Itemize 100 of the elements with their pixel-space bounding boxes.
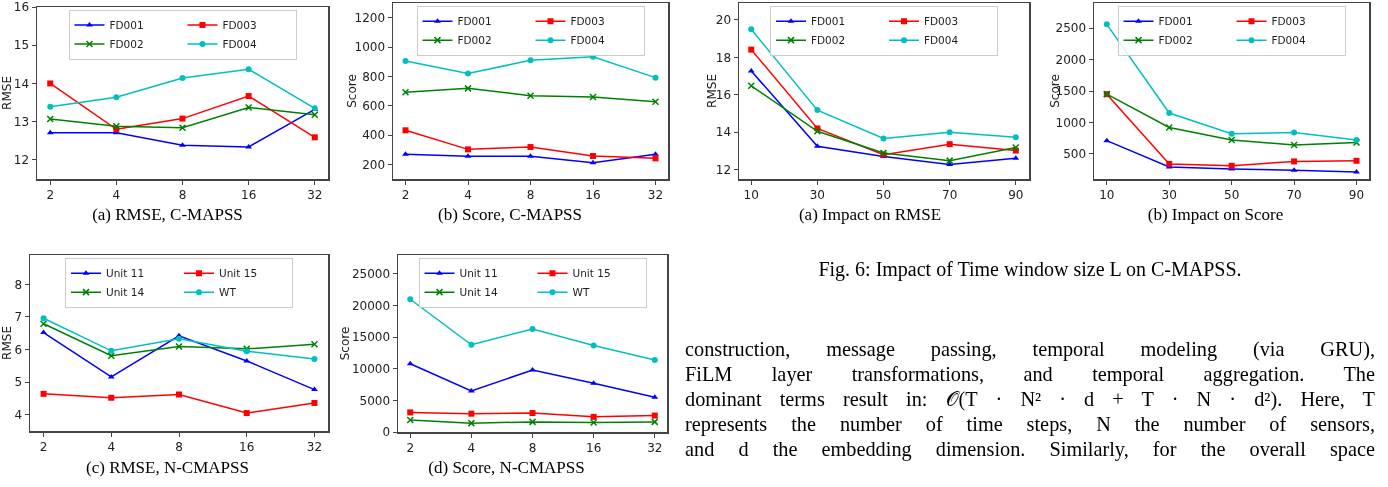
y-tick-label: 18: [715, 50, 732, 65]
legend-label: FD002: [811, 34, 846, 47]
y-tick-label: 16: [715, 87, 732, 102]
x-tick-label: 30: [809, 187, 826, 202]
x-tick-label: 70: [1286, 187, 1302, 202]
x-tick-label: 90: [1348, 187, 1365, 202]
x-tick-label: 32: [307, 187, 323, 202]
x-tick-label: 8: [175, 439, 183, 454]
y-tick-label: 5000: [359, 393, 391, 408]
legend-label: FD001: [811, 15, 846, 28]
legend-label: FD004: [570, 34, 605, 47]
y-tick-label: 1000: [354, 40, 386, 55]
y-axis-title: RMSE: [0, 76, 14, 110]
x-tick-label: 32: [647, 440, 663, 455]
legend-label: Unit 14: [459, 286, 498, 299]
x-tick-label: 16: [585, 187, 601, 202]
x-tick-label: 4: [467, 440, 476, 455]
y-tick-label: 800: [362, 69, 386, 84]
y-tick-label: 15000: [351, 330, 391, 345]
x-tick-label: 90: [1008, 187, 1024, 202]
x-tick-label: 50: [1224, 187, 1240, 202]
x-tick-label: 4: [107, 439, 116, 454]
y-tick-label: 400: [362, 128, 386, 143]
y-tick-label: 10000: [351, 361, 391, 376]
y-axis-title: RMSE: [0, 326, 14, 360]
legend-label: FD004: [924, 34, 959, 47]
legend-label: FD004: [1271, 34, 1306, 47]
legend-label: FD001: [109, 19, 144, 32]
legend-label: WT: [219, 286, 237, 299]
legend-label: FD004: [222, 38, 257, 51]
y-tick-label: 500: [1063, 147, 1087, 162]
y-tick-label: 600: [362, 98, 386, 113]
x-tick-label: 4: [112, 187, 121, 202]
legend-label: FD002: [457, 34, 492, 47]
text: FiLM layer transformations, and temporal aggregation. The: [685, 363, 1375, 386]
y-tick-label: 13: [13, 114, 30, 129]
y-tick-label: 2500: [1055, 21, 1087, 36]
y-tick-label: 1200: [354, 10, 386, 25]
x-tick-label: 8: [178, 187, 187, 202]
y-tick-label: 20: [715, 13, 732, 28]
legend-label: WT: [572, 286, 590, 299]
text: (b) Impact on Score: [1146, 205, 1285, 225]
legend-label: Unit 11: [459, 267, 498, 280]
y-tick-label: 8: [14, 277, 23, 292]
y-tick-label: 12: [13, 153, 30, 168]
legend-label: Unit 11: [106, 267, 145, 280]
y-tick-label: 14: [13, 76, 30, 91]
legend-label: FD002: [1158, 34, 1193, 47]
legend-label: FD003: [1271, 15, 1306, 28]
text: (c) RMSE, N-CMAPSS: [85, 458, 250, 478]
y-tick-label: 25000: [351, 267, 391, 282]
legend-label: FD001: [457, 15, 492, 28]
y-tick-label: 5: [14, 375, 23, 390]
x-tick-label: 2: [406, 440, 415, 455]
y-tick-label: 14: [715, 125, 732, 140]
legend-label: FD002: [109, 38, 144, 51]
x-tick-label: 30: [1161, 187, 1177, 202]
y-tick-label: 0: [382, 425, 391, 440]
legend-label: FD003: [222, 19, 257, 32]
x-tick-label: 70: [942, 187, 958, 202]
y-tick-label: 6: [14, 342, 23, 357]
x-tick-label: 16: [239, 439, 255, 454]
y-tick-label: 7: [14, 310, 23, 325]
x-tick-label: 4: [464, 187, 472, 202]
y-tick-label: 2000: [1055, 52, 1087, 67]
text: represents the number of time steps, N the number of sensors,: [685, 413, 1375, 436]
x-tick-label: 10: [1099, 187, 1115, 202]
x-tick-label: 50: [875, 187, 892, 202]
text: (d) Score, N-CMAPSS: [427, 458, 586, 478]
x-tick-label: 16: [586, 440, 602, 455]
x-tick-label: 8: [526, 187, 535, 202]
x-tick-label: 32: [647, 187, 664, 202]
text: and d the embedding dimension. Similarly, for the overall space: [685, 438, 1375, 461]
x-tick-label: 2: [401, 187, 410, 202]
legend-label: FD003: [924, 15, 959, 28]
x-tick-label: 16: [241, 187, 257, 202]
x-tick-label: 8: [528, 440, 537, 455]
y-tick-label: 1000: [1055, 115, 1087, 130]
y-tick-label: 20000: [351, 298, 391, 313]
legend-label: FD003: [570, 15, 605, 28]
text: (b) Score, C-MAPSS: [436, 205, 583, 225]
y-axis-title: Score: [345, 74, 359, 108]
y-tick-label: 200: [362, 157, 386, 172]
legend-label: Unit 15: [219, 267, 258, 280]
text: (a) RMSE, C-MAPSS: [91, 205, 244, 225]
x-tick-label: 10: [743, 187, 759, 202]
y-tick-label: 12: [715, 162, 732, 177]
y-tick-label: 15: [13, 38, 30, 53]
text: (a) Impact on RMSE: [797, 205, 943, 225]
y-tick-label: 4: [14, 407, 23, 422]
caption: Fig. 6: Impact of Time window size L on C-MAPSS.: [817, 258, 1243, 281]
legend-label: FD001: [1158, 15, 1193, 28]
x-tick-label: 2: [46, 187, 55, 202]
x-tick-label: 32: [306, 439, 323, 454]
legend-label: Unit 14: [106, 286, 145, 299]
text: dominant terms result in: 𝒪(T · N² · d + T · N · d²). Here, T: [685, 388, 1375, 411]
y-tick-label: 16: [13, 0, 30, 15]
x-tick-label: 2: [39, 439, 48, 454]
text: construction, message passing, temporal modeling (via GRU),: [685, 338, 1375, 361]
y-axis-title: Score: [338, 326, 352, 361]
